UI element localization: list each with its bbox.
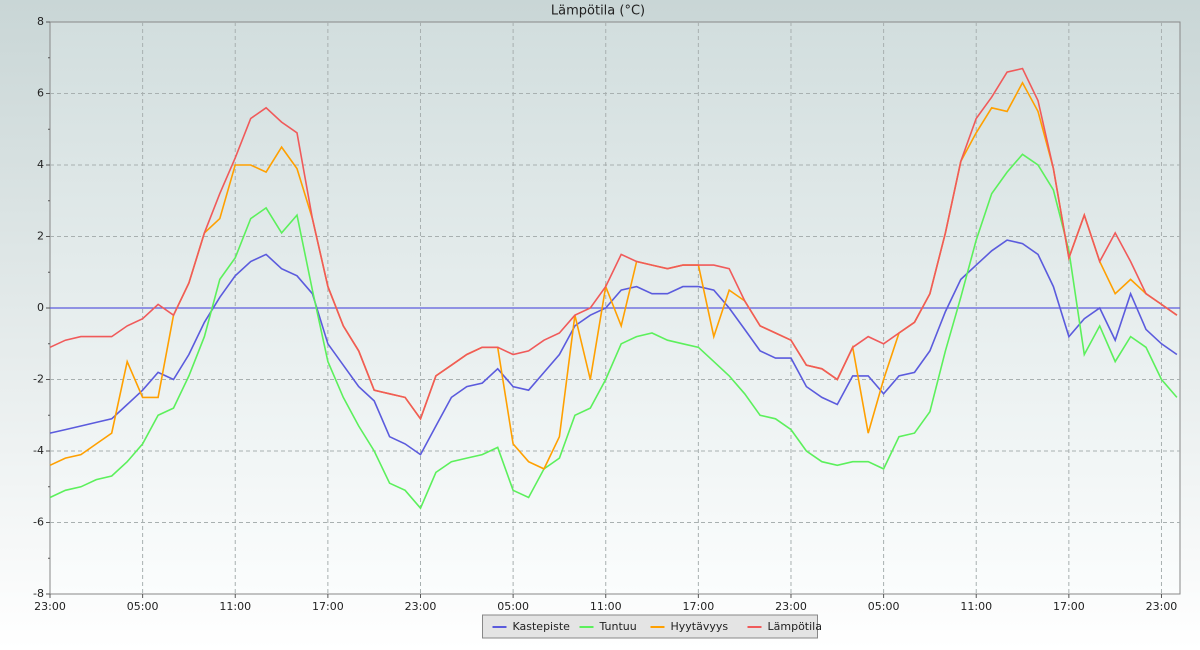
legend-label: Lämpötila bbox=[768, 620, 822, 633]
legend-label: Tuntuu bbox=[599, 620, 637, 633]
x-tick-label: 05:00 bbox=[868, 600, 900, 613]
y-tick-label: 2 bbox=[37, 230, 44, 243]
x-tick-label: 17:00 bbox=[683, 600, 715, 613]
legend-box bbox=[482, 614, 818, 639]
y-tick-label: -2 bbox=[33, 373, 44, 386]
x-tick-label: 23:00 bbox=[1146, 600, 1178, 613]
x-tick-label: 05:00 bbox=[127, 600, 159, 613]
chart-title: Lämpötila (°C) bbox=[551, 4, 645, 19]
y-tick-label: 4 bbox=[37, 158, 44, 171]
series-line bbox=[49, 153, 1178, 510]
series-line bbox=[49, 239, 1178, 456]
y-tick-label: 8 bbox=[37, 15, 44, 28]
y-tick-label: 6 bbox=[37, 87, 44, 100]
x-tick-label: 23:00 bbox=[405, 600, 437, 613]
y-tick-label: -8 bbox=[33, 587, 44, 600]
y-tick-label: -6 bbox=[33, 516, 44, 529]
x-tick-label: 11:00 bbox=[960, 600, 992, 613]
y-tick-label: 0 bbox=[37, 301, 44, 314]
x-tick-label: 23:00 bbox=[775, 600, 807, 613]
series-line bbox=[49, 81, 1178, 470]
x-tick-label: 17:00 bbox=[1053, 600, 1085, 613]
legend-label: Hyytävyys bbox=[671, 620, 729, 633]
legend-label: Kastepiste bbox=[513, 620, 571, 633]
x-tick-label: 17:00 bbox=[312, 600, 344, 613]
x-tick-label: 05:00 bbox=[497, 600, 529, 613]
x-tick-label: 11:00 bbox=[590, 600, 622, 613]
x-tick-label: 11:00 bbox=[219, 600, 251, 613]
y-tick-label: -4 bbox=[33, 444, 44, 457]
x-tick-label: 23:00 bbox=[34, 600, 66, 613]
series-line bbox=[49, 67, 1178, 421]
